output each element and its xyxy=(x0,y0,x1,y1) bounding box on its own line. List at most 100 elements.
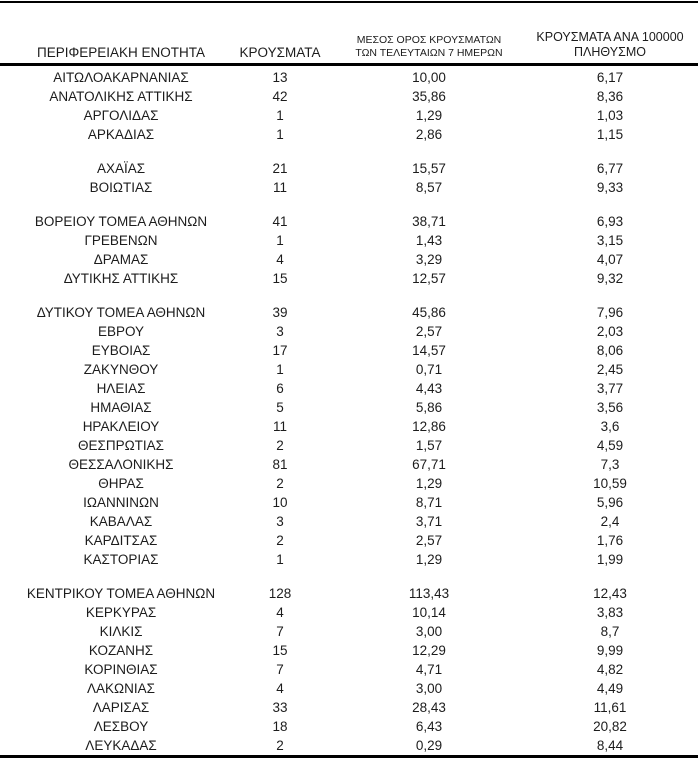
region-name-cell: ΗΡΑΚΛΕΙΟΥ xyxy=(82,419,160,434)
table-row: ΚΑΣΤΟΡΙΑΣ 1 1,29 1,99 xyxy=(0,550,698,569)
avg7-cell: 4,43 xyxy=(415,381,443,396)
table-row: ΗΜΑΘΙΑΣ 5 5,86 3,56 xyxy=(0,398,698,417)
table-row: ΚΕΝΤΡΙΚΟΥ ΤΟΜΕΑ ΑΘΗΝΩΝ 128 113,43 12,43 xyxy=(0,584,698,603)
avg7-cell: 14,57 xyxy=(412,343,446,358)
cases-cell: 33 xyxy=(272,700,288,715)
cases-cell: 17 xyxy=(272,343,288,358)
cases-cell: 18 xyxy=(272,719,288,734)
region-name-cell: ΛΑΡΙΣΑΣ xyxy=(92,700,150,715)
per100k-cell: 10,59 xyxy=(593,476,627,491)
per100k-cell: 9,32 xyxy=(596,271,624,286)
table-row: ΗΛΕΙΑΣ 6 4,43 3,77 xyxy=(0,379,698,398)
per100k-cell: 20,82 xyxy=(593,719,627,734)
table-row: ΚΕΡΚΥΡΑΣ 4 10,14 3,83 xyxy=(0,603,698,622)
table-row: ΔΥΤΙΚΟΥ ΤΟΜΕΑ ΑΘΗΝΩΝ 39 45,86 7,96 xyxy=(0,303,698,322)
avg7-cell: 3,29 xyxy=(415,252,443,267)
per100k-cell: 2,4 xyxy=(600,514,620,529)
avg7-cell: 12,57 xyxy=(412,271,446,286)
per100k-cell: 9,33 xyxy=(596,180,624,195)
table-row: ΓΡΕΒΕΝΩΝ 1 1,43 3,15 xyxy=(0,231,698,250)
avg7-cell: 8,57 xyxy=(415,180,443,195)
column-header-region: ΠΕΡΙΦΕΡΕΙΑΚΗ ΕΝΟΤΗΤΑ xyxy=(36,45,206,60)
avg7-cell: 35,86 xyxy=(412,89,446,104)
column-header-cases: ΚΡΟΥΣΜΑΤΑ xyxy=(239,45,321,60)
avg7-cell: 15,57 xyxy=(412,161,446,176)
avg7-cell: 38,71 xyxy=(412,214,446,229)
table-row: ΔΡΑΜΑΣ 4 3,29 4,07 xyxy=(0,250,698,269)
region-name-cell: ΑΡΓΟΛΙΔΑΣ xyxy=(83,108,159,123)
region-name-cell: ΛΕΣΒΟΥ xyxy=(93,719,149,734)
column-header-7day-average-line2: ΤΩΝ ΤΕΛΕΥΤΑΙΩΝ 7 ΗΜΕΡΩΝ xyxy=(355,47,503,59)
table-row: ΛΕΥΚΑΔΑΣ 2 0,29 8,44 xyxy=(0,736,698,755)
table-row: ΘΕΣΠΡΩΤΙΑΣ 2 1,57 4,59 xyxy=(0,436,698,455)
per100k-cell: 3,15 xyxy=(596,233,624,248)
region-name-cell: ΑΙΤΩΛΟΑΚΑΡΝΑΝΙΑΣ xyxy=(53,70,189,85)
per100k-cell: 11,61 xyxy=(593,700,627,715)
region-name-cell: ΘΗΡΑΣ xyxy=(98,476,144,491)
cases-cell: 3 xyxy=(276,514,284,529)
region-name-cell: ΚΑΣΤΟΡΙΑΣ xyxy=(83,552,159,567)
cases-cell: 5 xyxy=(276,400,284,415)
table-row: ΕΥΒΟΙΑΣ 17 14,57 8,06 xyxy=(0,341,698,360)
table-header-row: ΠΕΡΙΦΕΡΕΙΑΚΗ ΕΝΟΤΗΤΑ ΚΡΟΥΣΜΑΤΑ ΜΕΣΟΣ ΟΡΟ… xyxy=(0,3,698,63)
avg7-cell: 28,43 xyxy=(412,700,446,715)
avg7-cell: 2,57 xyxy=(415,533,443,548)
cases-cell: 42 xyxy=(272,89,288,104)
per100k-cell: 1,99 xyxy=(596,552,624,567)
table-row: ΚΟΡΙΝΘΙΑΣ 7 4,71 4,82 xyxy=(0,660,698,679)
cases-cell: 1 xyxy=(276,552,284,567)
per100k-cell: 7,3 xyxy=(600,457,620,472)
table-row: ΘΕΣΣΑΛΟΝΙΚΗΣ 81 67,71 7,3 xyxy=(0,455,698,474)
region-name-cell: ΔΡΑΜΑΣ xyxy=(93,252,149,267)
avg7-cell: 0,29 xyxy=(415,738,443,753)
cases-cell: 128 xyxy=(268,586,292,601)
avg7-cell: 45,86 xyxy=(412,305,446,320)
table-row: ΚΙΛΚΙΣ 7 3,00 8,7 xyxy=(0,622,698,641)
cases-cell: 11 xyxy=(272,419,287,434)
avg7-cell: 6,43 xyxy=(415,719,443,734)
column-header-per-100k-line1: ΚΡΟΥΣΜΑΤΑ ΑΝΑ 100000 xyxy=(536,30,684,44)
per100k-cell: 2,45 xyxy=(596,362,624,377)
table-row: ΗΡΑΚΛΕΙΟΥ 11 12,86 3,6 xyxy=(0,417,698,436)
cases-cell: 4 xyxy=(276,252,284,267)
region-name-cell: ΓΡΕΒΕΝΩΝ xyxy=(84,233,158,248)
per100k-cell: 8,06 xyxy=(596,343,624,358)
avg7-cell: 2,57 xyxy=(415,324,443,339)
cases-cell: 10 xyxy=(272,495,288,510)
avg7-cell: 2,86 xyxy=(415,127,443,142)
table-row: ΑΡΓΟΛΙΔΑΣ 1 1,29 1,03 xyxy=(0,106,698,125)
cases-cell: 2 xyxy=(276,533,284,548)
cases-cell: 41 xyxy=(272,214,288,229)
per100k-cell: 4,59 xyxy=(596,438,624,453)
cases-cell: 21 xyxy=(272,161,288,176)
avg7-cell: 5,86 xyxy=(415,400,443,415)
cases-cell: 2 xyxy=(276,438,284,453)
avg7-cell: 1,43 xyxy=(415,233,443,248)
avg7-cell: 113,43 xyxy=(408,586,450,601)
region-name-cell: ΚΟΖΑΝΗΣ xyxy=(88,643,154,658)
avg7-cell: 3,00 xyxy=(415,624,443,639)
group-spacer xyxy=(0,197,698,212)
cases-cell: 2 xyxy=(276,476,284,491)
avg7-cell: 4,71 xyxy=(415,662,443,677)
per100k-cell: 8,7 xyxy=(600,624,620,639)
table-row: ΔΥΤΙΚΗΣ ΑΤΤΙΚΗΣ 15 12,57 9,32 xyxy=(0,269,698,288)
region-name-cell: ΚΟΡΙΝΘΙΑΣ xyxy=(84,662,158,677)
per100k-cell: 1,03 xyxy=(596,108,624,123)
region-name-cell: ΛΕΥΚΑΔΑΣ xyxy=(85,738,157,753)
cases-cell: 1 xyxy=(276,362,284,377)
group-spacer xyxy=(0,569,698,584)
region-name-cell: ΒΟΙΩΤΙΑΣ xyxy=(89,180,153,195)
cases-cell: 6 xyxy=(276,381,284,396)
table-row: ΒΟΡΕΙΟΥ ΤΟΜΕΑ ΑΘΗΝΩΝ 41 38,71 6,93 xyxy=(0,212,698,231)
group-spacer xyxy=(0,288,698,303)
column-header-per-100k-line2: ΠΛΗΘΥΣΜΟ xyxy=(574,45,646,59)
avg7-cell: 1,29 xyxy=(415,108,443,123)
per100k-cell: 1,76 xyxy=(596,533,624,548)
avg7-cell: 8,71 xyxy=(415,495,443,510)
region-name-cell: ΚΕΝΤΡΙΚΟΥ ΤΟΜΕΑ ΑΘΗΝΩΝ xyxy=(26,586,216,601)
region-name-cell: ΑΡΚΑΔΙΑΣ xyxy=(87,127,155,142)
avg7-cell: 12,86 xyxy=(412,419,446,434)
cases-cell: 4 xyxy=(276,681,284,696)
cases-cell: 13 xyxy=(272,70,288,85)
